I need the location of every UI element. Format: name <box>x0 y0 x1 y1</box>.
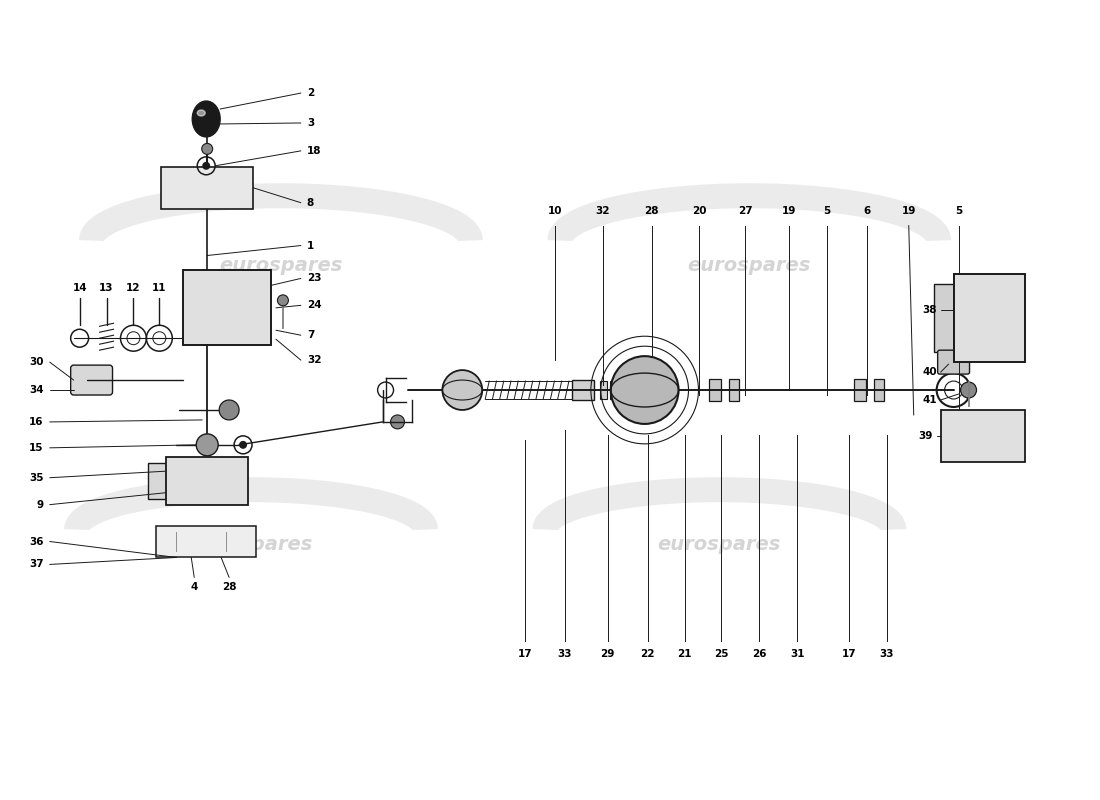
Text: eurospares: eurospares <box>688 256 811 275</box>
Text: 19: 19 <box>902 206 916 216</box>
Text: 31: 31 <box>790 649 804 659</box>
FancyBboxPatch shape <box>934 285 954 352</box>
Text: 16: 16 <box>30 417 44 427</box>
Text: 29: 29 <box>601 649 615 659</box>
Text: 6: 6 <box>864 206 870 216</box>
Polygon shape <box>184 270 271 345</box>
Text: 5: 5 <box>955 206 962 216</box>
Text: 37: 37 <box>29 559 44 570</box>
Circle shape <box>219 400 239 420</box>
Text: 32: 32 <box>595 206 610 216</box>
Text: 4: 4 <box>190 582 198 592</box>
FancyBboxPatch shape <box>954 274 1025 362</box>
Text: 21: 21 <box>678 649 692 659</box>
Text: 15: 15 <box>30 443 44 453</box>
Text: 34: 34 <box>29 385 44 395</box>
Text: 24: 24 <box>307 300 321 310</box>
Text: 28: 28 <box>222 582 236 592</box>
Text: 40: 40 <box>922 367 937 377</box>
Circle shape <box>239 441 248 449</box>
Text: eurospares: eurospares <box>658 535 781 554</box>
Text: 39: 39 <box>918 431 933 441</box>
Circle shape <box>960 382 977 398</box>
FancyBboxPatch shape <box>148 462 166 498</box>
Circle shape <box>202 162 210 170</box>
Text: 10: 10 <box>548 206 562 216</box>
Text: 30: 30 <box>30 357 44 367</box>
Circle shape <box>277 295 288 306</box>
Text: 18: 18 <box>307 146 321 156</box>
Text: 12: 12 <box>126 283 141 294</box>
Text: 28: 28 <box>645 206 659 216</box>
Text: 5: 5 <box>824 206 830 216</box>
FancyBboxPatch shape <box>729 379 739 401</box>
Circle shape <box>201 143 212 154</box>
Text: 35: 35 <box>30 473 44 482</box>
Text: 17: 17 <box>842 649 856 659</box>
FancyBboxPatch shape <box>937 350 969 374</box>
Text: eurospares: eurospares <box>189 535 312 554</box>
Text: 32: 32 <box>307 355 321 365</box>
Text: 22: 22 <box>640 649 654 659</box>
Text: 2: 2 <box>307 88 315 98</box>
Text: 27: 27 <box>738 206 752 216</box>
Circle shape <box>442 370 482 410</box>
Text: 38: 38 <box>922 305 937 314</box>
Ellipse shape <box>197 110 206 116</box>
FancyBboxPatch shape <box>70 365 112 395</box>
Text: 33: 33 <box>558 649 572 659</box>
FancyBboxPatch shape <box>854 379 866 401</box>
Text: 17: 17 <box>518 649 532 659</box>
Text: eurospares: eurospares <box>219 256 342 275</box>
Text: 3: 3 <box>307 118 315 128</box>
Ellipse shape <box>192 101 220 137</box>
Text: 26: 26 <box>752 649 767 659</box>
FancyBboxPatch shape <box>710 379 722 401</box>
FancyBboxPatch shape <box>873 379 883 401</box>
Circle shape <box>196 434 218 456</box>
Text: 36: 36 <box>30 537 44 546</box>
Text: 23: 23 <box>307 274 321 283</box>
FancyBboxPatch shape <box>600 381 607 399</box>
Text: 41: 41 <box>922 395 937 405</box>
Text: 11: 11 <box>152 283 166 294</box>
Text: 33: 33 <box>880 649 894 659</box>
FancyBboxPatch shape <box>572 380 594 400</box>
FancyBboxPatch shape <box>156 526 256 558</box>
Text: 8: 8 <box>307 198 315 208</box>
FancyBboxPatch shape <box>162 167 253 209</box>
Text: 1: 1 <box>307 241 315 250</box>
Text: 9: 9 <box>36 500 44 510</box>
FancyBboxPatch shape <box>166 457 249 505</box>
Text: 20: 20 <box>692 206 706 216</box>
Text: 19: 19 <box>782 206 796 216</box>
FancyBboxPatch shape <box>609 381 617 399</box>
Text: 14: 14 <box>73 283 87 294</box>
Text: 7: 7 <box>307 330 315 340</box>
Circle shape <box>390 415 405 429</box>
Text: 25: 25 <box>714 649 728 659</box>
FancyBboxPatch shape <box>619 381 627 399</box>
Text: 13: 13 <box>99 283 113 294</box>
FancyBboxPatch shape <box>940 410 1025 462</box>
Circle shape <box>610 356 679 424</box>
